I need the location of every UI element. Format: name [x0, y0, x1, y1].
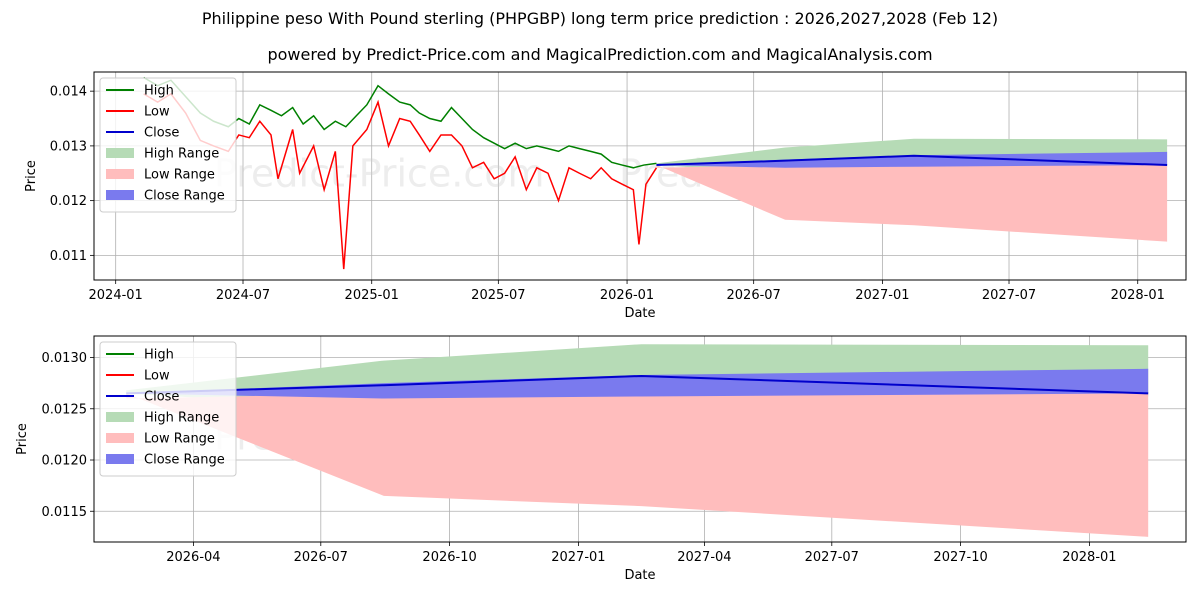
y-tick-label: 0.014	[50, 85, 87, 100]
legend-label: Close	[144, 126, 179, 141]
plot-frame	[93, 71, 1187, 281]
watermark-text: Predict-Price.com	[214, 151, 545, 195]
history-high-line	[143, 76, 657, 169]
x-tick-label: 2026-07	[294, 550, 348, 565]
close-range-band	[126, 368, 1149, 399]
legend-swatch	[106, 412, 134, 422]
x-axis-ticks: 2024-01 2024-07 2025-01 2025-07 2026-01 2026-…	[89, 72, 1165, 303]
x-axis-label: Date	[624, 306, 655, 321]
close-range-band	[656, 151, 1168, 168]
y-tick-label: 0.0120	[42, 454, 88, 469]
legend-swatch	[106, 454, 134, 464]
x-tick-label: 2028-01	[1062, 550, 1116, 565]
legend-label: Low Range	[144, 168, 215, 183]
legend-swatch	[106, 190, 134, 200]
plot-area	[126, 344, 1149, 537]
x-tick-label: 2027-04	[677, 550, 731, 565]
low-range-band	[656, 165, 1168, 242]
x-tick-label: 2024-07	[216, 288, 270, 303]
y-tick-label: 0.012	[50, 194, 87, 209]
x-tick-label: 2028-01	[1111, 288, 1165, 303]
legend-label: High	[144, 348, 174, 363]
x-tick-label: 2026-07	[727, 288, 781, 303]
x-tick-label: 2027-01	[551, 550, 605, 565]
legend-label: High Range	[144, 411, 219, 426]
legend-label: Low	[144, 369, 170, 384]
close-line	[126, 374, 1149, 395]
legend-label: Low Range	[144, 432, 215, 447]
x-tick-label: 2026-04	[166, 550, 220, 565]
plot-area	[143, 76, 1168, 270]
x-tick-label: 2026-01	[600, 288, 654, 303]
legend-swatch	[106, 169, 134, 179]
chart-title: Philippine peso With Pound sterling (PHP…	[201, 9, 999, 28]
chart-subtitle: powered by Predict-Price.com and Magical…	[267, 45, 933, 64]
legend-label: Close	[144, 390, 179, 405]
x-tick-label: 2024-01	[89, 288, 143, 303]
y-tick-label: 0.0115	[42, 505, 88, 520]
bottom-panel: 2026-04 2026-07 2026-10 2027-01 2027-04 2027-…	[15, 335, 1187, 583]
legend-label: High	[144, 84, 174, 99]
legend-label: High Range	[144, 147, 219, 162]
x-tick-label: 2025-07	[471, 288, 525, 303]
y-tick-label: 0.0130	[42, 351, 88, 366]
y-tick-label: 0.011	[50, 249, 87, 264]
x-tick-label: 2025-01	[345, 288, 399, 303]
history-low-line	[143, 92, 658, 270]
x-tick-label: 2027-07	[982, 288, 1036, 303]
legend-label: Close Range	[144, 189, 225, 204]
low-range-band	[126, 393, 1149, 537]
x-tick-label: 2027-10	[933, 550, 987, 565]
y-tick-label: 0.0125	[42, 402, 88, 417]
x-tick-label: 2027-01	[855, 288, 909, 303]
x-tick-label: 2027-07	[805, 550, 859, 565]
y-tick-label: 0.013	[50, 139, 87, 154]
legend-label: Close Range	[144, 453, 225, 468]
plot-frame	[93, 335, 1187, 543]
top-panel: 2024-01 2024-07 2025-01 2025-07 2026-01 2026-…	[24, 71, 1187, 321]
y-axis-label: Price	[24, 160, 39, 192]
legend-swatch	[106, 433, 134, 443]
legend-label: Low	[144, 105, 170, 120]
y-axis-label: Price	[15, 423, 30, 455]
x-tick-label: 2026-10	[422, 550, 476, 565]
x-axis-label: Date	[624, 568, 655, 583]
legend: High Low Close High Range Low Range Close Ran…	[99, 341, 237, 477]
close-line	[656, 154, 1168, 167]
legend: High Low Close High Range Low Range Close Ran…	[99, 77, 237, 213]
legend-swatch	[106, 148, 134, 158]
